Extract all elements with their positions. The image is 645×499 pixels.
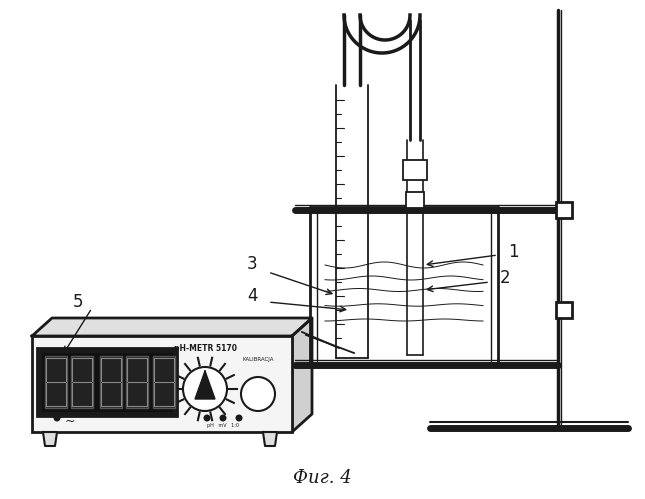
Bar	[45, 356, 67, 408]
Bar	[100, 356, 122, 408]
Bar	[71, 356, 93, 408]
Text: 2: 2	[500, 269, 510, 287]
Circle shape	[183, 367, 227, 411]
Bar	[37, 348, 177, 416]
Text: pH-METR 5170: pH-METR 5170	[174, 344, 237, 353]
Text: 1: 1	[508, 243, 519, 261]
Text: 3: 3	[246, 255, 257, 273]
Polygon shape	[195, 371, 215, 399]
Bar	[153, 356, 175, 408]
Text: Фиг. 4: Фиг. 4	[293, 469, 352, 487]
Circle shape	[204, 415, 210, 422]
Bar	[126, 356, 148, 408]
Text: 4: 4	[247, 287, 257, 305]
Polygon shape	[32, 318, 312, 336]
Polygon shape	[292, 318, 312, 432]
Text: ~: ~	[64, 415, 75, 428]
Bar	[556, 302, 572, 318]
Text: KALIBRACJA: KALIBRACJA	[243, 357, 273, 362]
Polygon shape	[263, 432, 277, 446]
Text: 5: 5	[73, 293, 83, 311]
Text: pH   mV   1:0: pH mV 1:0	[207, 424, 239, 429]
Circle shape	[241, 377, 275, 411]
Bar	[41, 352, 173, 412]
Bar	[32, 336, 292, 432]
Polygon shape	[43, 432, 57, 446]
Bar	[556, 202, 572, 218]
Circle shape	[54, 415, 61, 422]
Circle shape	[219, 415, 226, 422]
Bar	[406, 192, 424, 208]
Bar	[403, 160, 427, 180]
Circle shape	[235, 415, 243, 422]
